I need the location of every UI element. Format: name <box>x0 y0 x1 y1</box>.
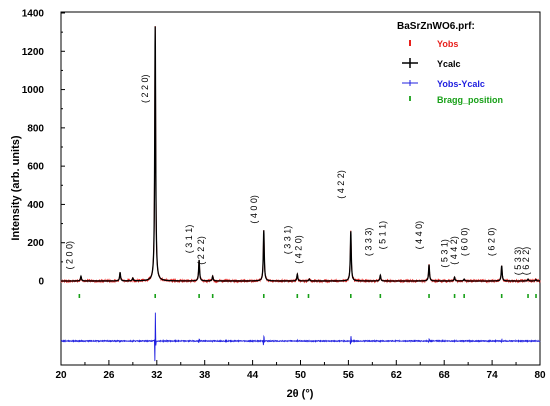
bragg-position-markers <box>78 294 537 298</box>
plot-frame <box>60 11 541 366</box>
x-tick-label: 56 <box>343 370 355 381</box>
hkl-label: ( 2 0 0) <box>64 241 74 270</box>
x-tick-label: 20 <box>55 370 67 381</box>
x-tick-label: 26 <box>103 370 115 381</box>
series-difference-line <box>60 312 541 362</box>
hkl-label: ( 4 4 0) <box>414 221 424 250</box>
hkl-label: ( 5 1 1) <box>377 221 387 250</box>
x-tick-label: 74 <box>487 370 499 381</box>
hkl-label: ( 6 2 0) <box>487 228 497 257</box>
hkl-label: ( 6 2 2) <box>521 247 531 276</box>
y-tick-label: 800 <box>27 123 44 134</box>
legend-label: Yobs <box>437 39 458 49</box>
legend-label: Yobs-Ycalc <box>437 79 485 89</box>
x-tick-label: 50 <box>295 370 307 381</box>
hkl-label: ( 5 3 3) <box>513 247 523 276</box>
y-tick-label: 1400 <box>22 9 45 20</box>
hkl-label: ( 3 1 1) <box>184 225 194 254</box>
hkl-label: ( 2 2 2) <box>196 236 206 265</box>
hkl-label: ( 4 0 0) <box>249 195 259 224</box>
x-tick-label: 32 <box>151 370 163 381</box>
hkl-label: ( 3 3 3) <box>364 228 374 257</box>
y-tick-label: 200 <box>27 238 44 249</box>
hkl-label: ( 4 4 2) <box>449 236 459 265</box>
y-tick-label: 0 <box>38 277 44 288</box>
x-tick-label: 62 <box>391 370 403 381</box>
x-axis-title: 2θ (°) <box>287 388 314 400</box>
legend-label: Ycalc <box>437 59 461 69</box>
hkl-label: ( 4 2 0) <box>294 235 304 264</box>
x-tick-label: 38 <box>199 370 211 381</box>
hkl-label: ( 2 2 0) <box>140 74 150 103</box>
legend: BaSrZnWO6.prf: Yobs Ycalc Yobs-Ycalc Bragg_… <box>397 21 503 105</box>
x-tick-label: 80 <box>534 370 546 381</box>
y-axis: 0 200 400 600 800 1000 1200 1400 <box>22 9 65 288</box>
hkl-label: ( 3 3 1) <box>282 226 292 255</box>
y-tick-label: 1200 <box>22 47 45 58</box>
x-tick-label: 44 <box>247 370 259 381</box>
y-tick-label: 600 <box>27 162 44 173</box>
hkl-label: ( 6 0 0) <box>460 228 470 257</box>
hkl-label: ( 4 2 2) <box>336 170 346 199</box>
x-axis: 20 26 32 38 44 50 56 62 68 74 80 <box>55 360 546 381</box>
hkl-label: ( 5 3 1) <box>440 239 450 268</box>
hkl-labels: ( 2 0 0) ( 2 2 0) ( 3 1 1)( 2 2 2) ( 4 0 0)… <box>64 74 531 275</box>
y-tick-label: 400 <box>27 200 44 211</box>
legend-label: Bragg_position <box>437 95 503 105</box>
y-axis-title: Intensity (arb. units) <box>10 135 22 240</box>
series-lines <box>60 26 541 362</box>
y-tick-label: 1000 <box>22 85 45 96</box>
series-ycalc-line <box>61 26 540 282</box>
legend-title: BaSrZnWO6.prf: <box>397 21 475 32</box>
x-tick-label: 68 <box>439 370 451 381</box>
